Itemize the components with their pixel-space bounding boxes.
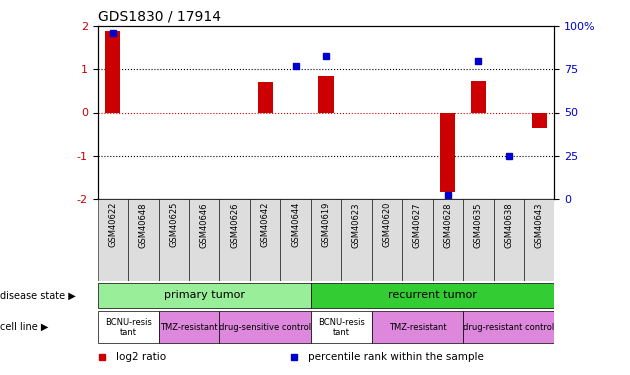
Text: GSM40627: GSM40627 [413, 202, 422, 248]
FancyBboxPatch shape [341, 199, 372, 281]
FancyBboxPatch shape [219, 311, 311, 343]
FancyBboxPatch shape [463, 199, 493, 281]
Text: drug-sensitive control: drug-sensitive control [219, 322, 311, 332]
FancyBboxPatch shape [280, 199, 311, 281]
FancyBboxPatch shape [311, 311, 372, 343]
Bar [258, 82, 273, 112]
Text: GSM40642: GSM40642 [261, 202, 270, 248]
FancyBboxPatch shape [128, 199, 159, 281]
Bar [440, 112, 455, 192]
Text: GSM40628: GSM40628 [444, 202, 452, 248]
Text: BCNU-resis
tant: BCNU-resis tant [105, 318, 152, 336]
FancyBboxPatch shape [433, 199, 463, 281]
Text: recurrent tumor: recurrent tumor [388, 290, 477, 300]
Text: TMZ-resistant: TMZ-resistant [389, 322, 446, 332]
Text: GSM40620: GSM40620 [382, 202, 391, 248]
Text: GSM40644: GSM40644 [291, 202, 300, 248]
Bar [318, 76, 334, 112]
FancyBboxPatch shape [463, 311, 554, 343]
Text: GSM40638: GSM40638 [504, 202, 513, 248]
FancyBboxPatch shape [524, 199, 554, 281]
Text: GSM40626: GSM40626 [230, 202, 239, 248]
Text: GSM40625: GSM40625 [169, 202, 178, 248]
Text: drug-resistant control: drug-resistant control [463, 322, 554, 332]
Text: GSM40648: GSM40648 [139, 202, 148, 248]
Text: disease state ▶: disease state ▶ [0, 290, 76, 300]
Text: BCNU-resis
tant: BCNU-resis tant [318, 318, 365, 336]
FancyBboxPatch shape [493, 199, 524, 281]
Text: TMZ-resistant: TMZ-resistant [160, 322, 218, 332]
Text: cell line ▶: cell line ▶ [0, 322, 49, 332]
Text: GSM40619: GSM40619 [321, 202, 331, 248]
FancyBboxPatch shape [159, 199, 189, 281]
Text: GSM40623: GSM40623 [352, 202, 361, 248]
Text: log2 ratio: log2 ratio [116, 352, 166, 362]
FancyBboxPatch shape [250, 199, 280, 281]
Text: GSM40643: GSM40643 [535, 202, 544, 248]
Bar [532, 112, 547, 128]
Bar [471, 81, 486, 112]
FancyBboxPatch shape [311, 283, 554, 308]
FancyBboxPatch shape [189, 199, 219, 281]
Bar [105, 31, 120, 112]
Text: GSM40622: GSM40622 [108, 202, 117, 248]
FancyBboxPatch shape [98, 311, 159, 343]
Text: primary tumor: primary tumor [164, 290, 244, 300]
FancyBboxPatch shape [372, 311, 463, 343]
Text: GSM40635: GSM40635 [474, 202, 483, 248]
FancyBboxPatch shape [311, 199, 341, 281]
FancyBboxPatch shape [159, 311, 219, 343]
FancyBboxPatch shape [372, 199, 402, 281]
FancyBboxPatch shape [98, 199, 128, 281]
Text: GDS1830 / 17914: GDS1830 / 17914 [98, 10, 220, 24]
FancyBboxPatch shape [219, 199, 250, 281]
Text: percentile rank within the sample: percentile rank within the sample [307, 352, 484, 362]
Text: GSM40646: GSM40646 [200, 202, 209, 248]
FancyBboxPatch shape [98, 283, 311, 308]
FancyBboxPatch shape [402, 199, 433, 281]
